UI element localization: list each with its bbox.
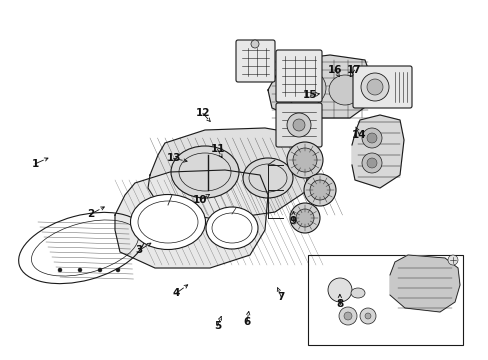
Polygon shape	[351, 115, 403, 188]
Ellipse shape	[284, 69, 325, 107]
FancyBboxPatch shape	[352, 66, 411, 108]
Text: 1: 1	[32, 159, 39, 169]
Ellipse shape	[328, 75, 360, 105]
Circle shape	[304, 174, 335, 206]
FancyBboxPatch shape	[275, 50, 321, 102]
Text: 7: 7	[277, 292, 285, 302]
Circle shape	[361, 128, 381, 148]
Circle shape	[292, 148, 316, 172]
Text: 8: 8	[336, 299, 343, 309]
Text: 13: 13	[166, 153, 181, 163]
Text: 12: 12	[195, 108, 210, 118]
Text: 17: 17	[346, 65, 361, 75]
Text: 4: 4	[172, 288, 180, 298]
Circle shape	[364, 313, 370, 319]
Text: 11: 11	[210, 144, 224, 154]
Text: 3: 3	[136, 245, 142, 255]
Text: 9: 9	[289, 216, 296, 226]
Text: 10: 10	[193, 195, 207, 205]
Polygon shape	[267, 55, 371, 118]
Text: 5: 5	[214, 321, 221, 331]
Circle shape	[78, 268, 82, 272]
Ellipse shape	[243, 158, 292, 198]
Circle shape	[286, 142, 323, 178]
Text: 2: 2	[87, 209, 94, 219]
Circle shape	[116, 268, 120, 272]
Circle shape	[366, 158, 376, 168]
Circle shape	[286, 113, 310, 137]
Circle shape	[250, 40, 259, 48]
Ellipse shape	[171, 146, 239, 198]
Ellipse shape	[350, 288, 364, 298]
Polygon shape	[389, 255, 459, 312]
Circle shape	[98, 268, 102, 272]
Text: 6: 6	[243, 317, 250, 327]
Ellipse shape	[205, 207, 258, 249]
Circle shape	[289, 203, 319, 233]
FancyBboxPatch shape	[275, 103, 321, 147]
FancyBboxPatch shape	[236, 40, 274, 82]
Polygon shape	[115, 170, 267, 268]
Circle shape	[309, 180, 329, 200]
Polygon shape	[148, 128, 309, 220]
Ellipse shape	[130, 194, 205, 249]
Circle shape	[338, 307, 356, 325]
Circle shape	[361, 153, 381, 173]
Circle shape	[327, 278, 351, 302]
Circle shape	[295, 209, 313, 227]
Circle shape	[292, 119, 305, 131]
Circle shape	[447, 255, 457, 265]
Text: 15: 15	[303, 90, 317, 100]
Text: 14: 14	[351, 130, 366, 140]
Text: 16: 16	[327, 65, 342, 75]
Circle shape	[360, 73, 388, 101]
Circle shape	[366, 133, 376, 143]
Bar	[307, 255, 462, 345]
Circle shape	[58, 268, 62, 272]
Circle shape	[343, 312, 351, 320]
Circle shape	[359, 308, 375, 324]
Circle shape	[366, 79, 382, 95]
